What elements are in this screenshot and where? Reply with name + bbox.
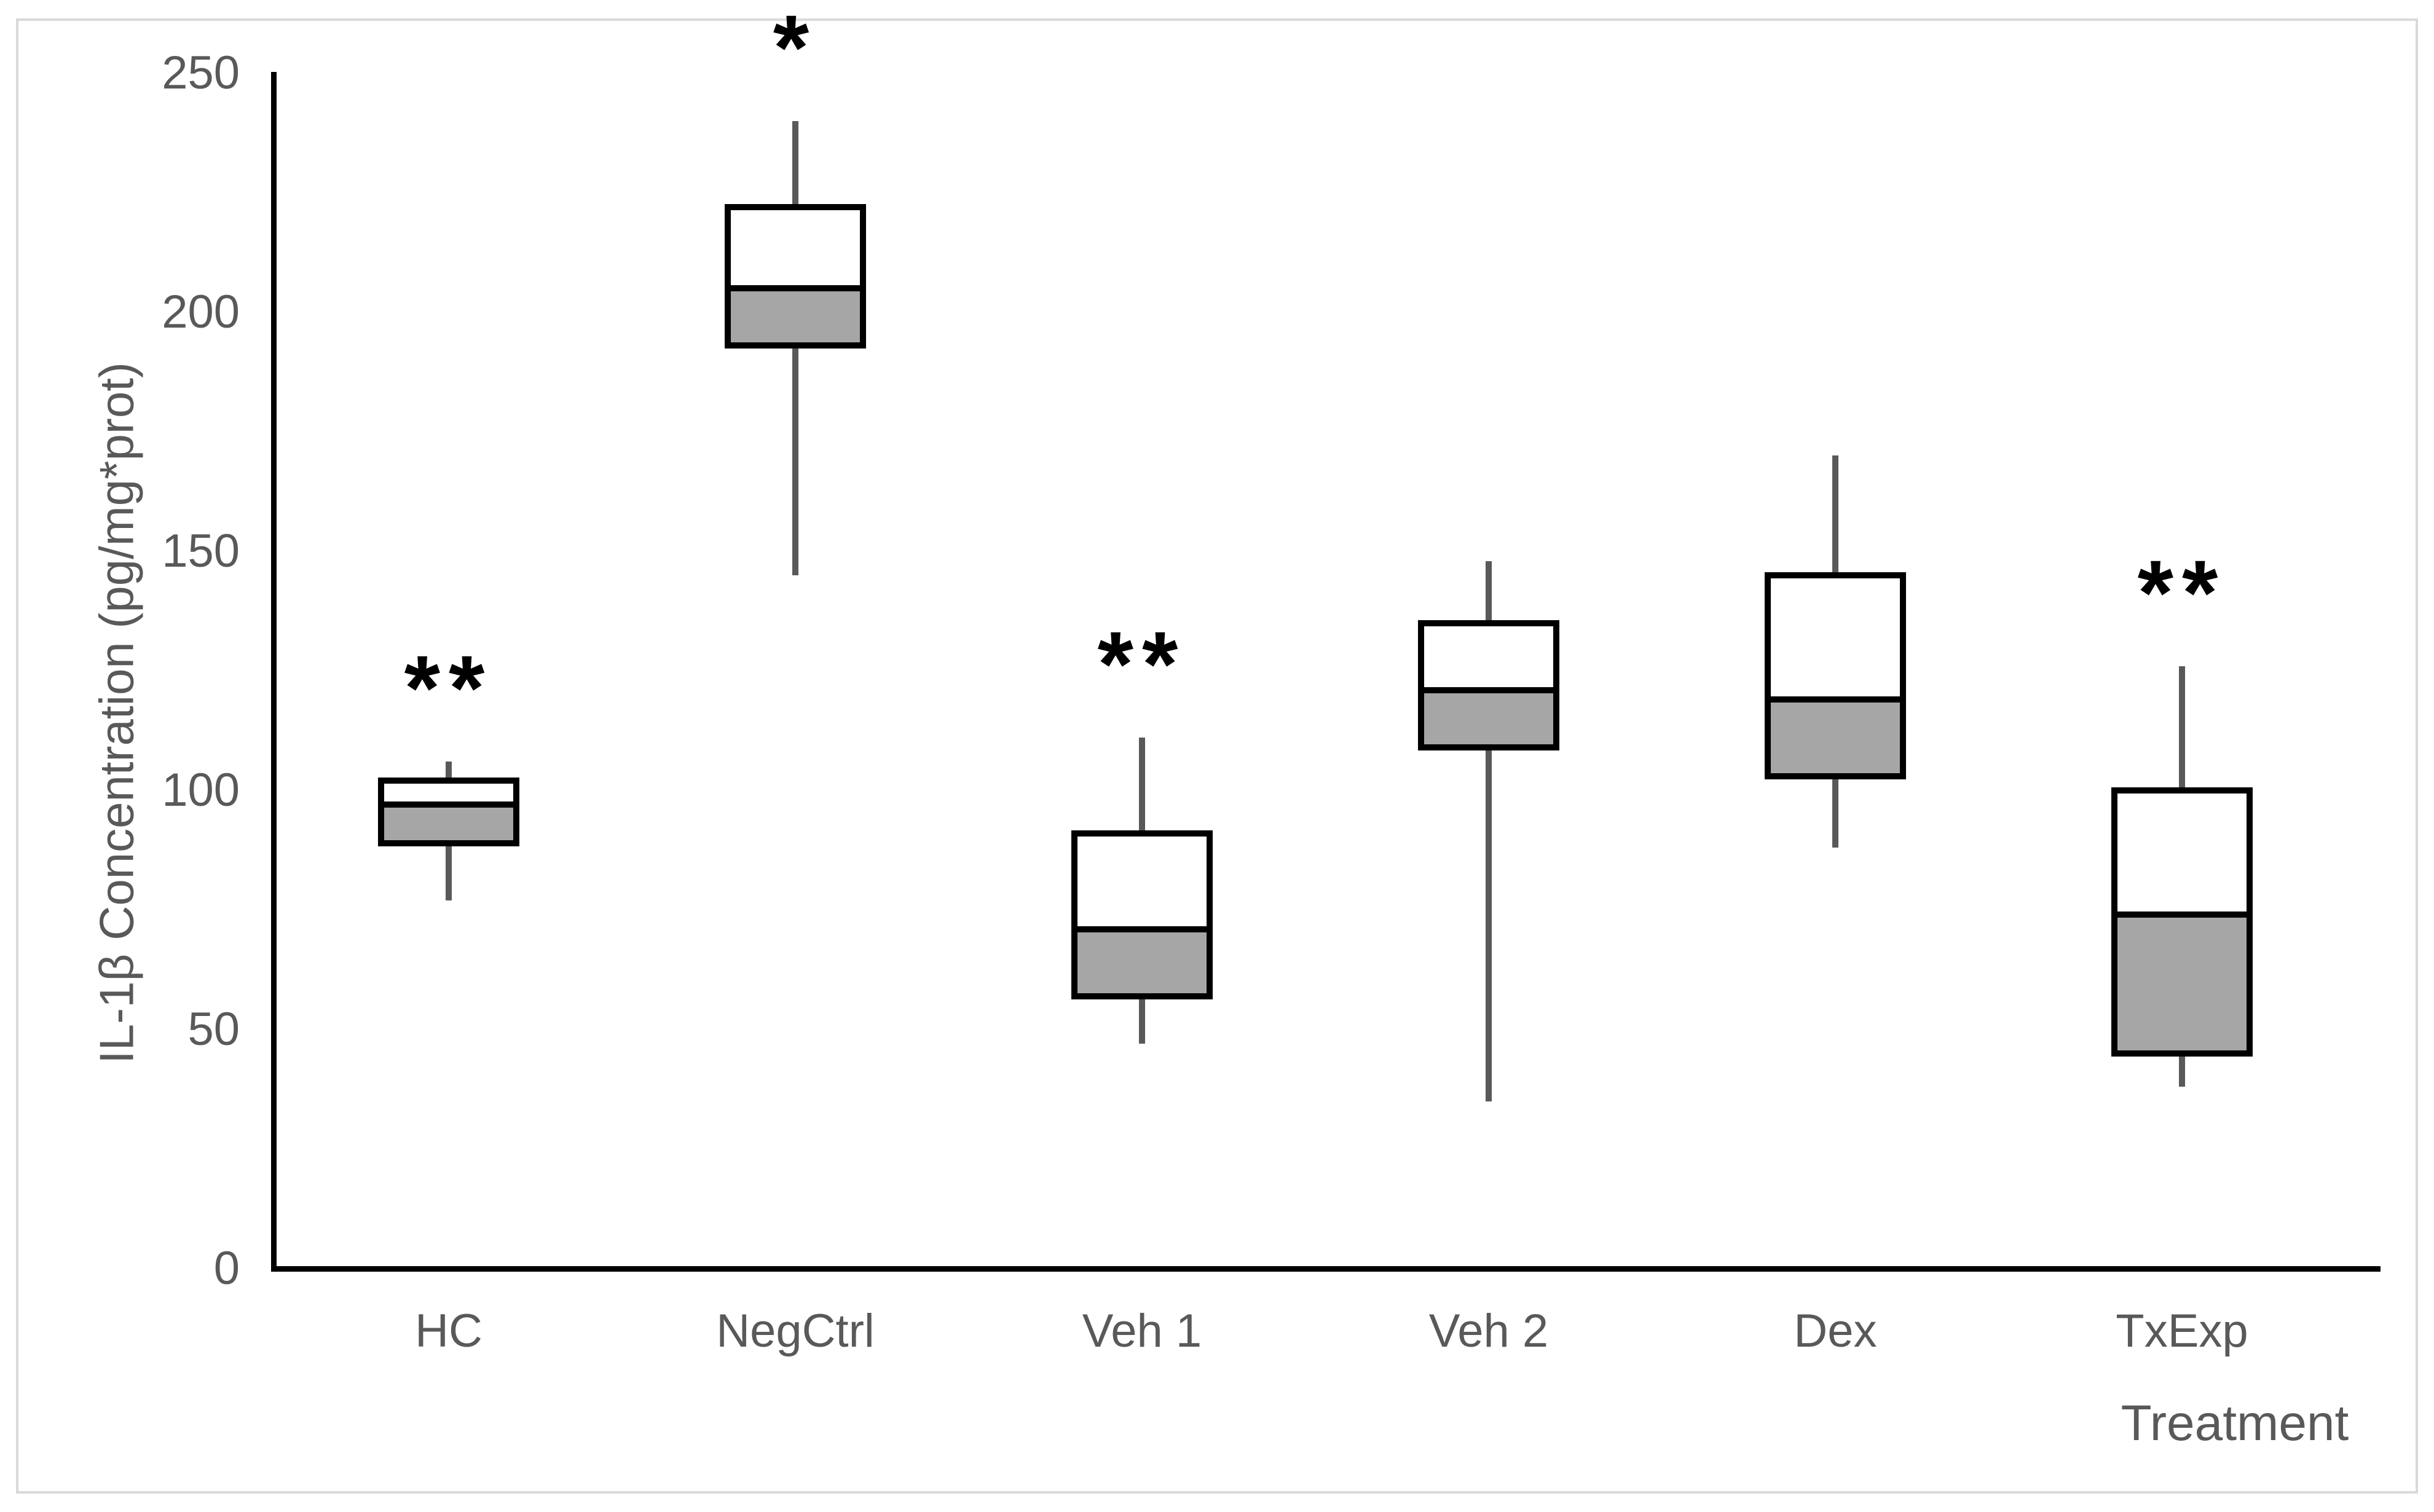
whisker-lower	[1486, 747, 1492, 1101]
whisker-upper	[2179, 666, 2185, 790]
x-category-label: NegCtrl	[716, 1305, 875, 1357]
whisker-lower	[2179, 1053, 2185, 1087]
whisker-lower	[1139, 996, 1145, 1044]
whisker-lower	[1832, 776, 1838, 848]
x-category-label: TxExp	[2116, 1305, 2248, 1357]
median-line	[2111, 912, 2253, 918]
x-category-label: Veh 1	[1082, 1305, 1202, 1357]
figure-border	[16, 18, 2418, 1494]
whisker-upper	[792, 120, 798, 207]
box-lower-fill	[731, 291, 860, 343]
x-category-label: Dex	[1794, 1305, 1877, 1357]
box-lower-fill	[384, 808, 513, 840]
significance-stars: **	[2137, 540, 2227, 644]
box-lower-fill	[1424, 693, 1553, 744]
x-category-label: Veh 2	[1428, 1305, 1549, 1357]
whisker-lower	[446, 843, 452, 900]
median-line	[378, 801, 519, 808]
median-line	[1418, 687, 1559, 693]
whisker-upper	[446, 762, 452, 781]
significance-stars: *	[773, 0, 818, 99]
median-line	[1765, 696, 1906, 703]
x-axis-title: Treatment	[2121, 1395, 2349, 1451]
x-category-label: HC	[415, 1305, 482, 1357]
whisker-upper	[1486, 561, 1492, 623]
box-lower-fill	[1077, 932, 1207, 993]
box-lower-fill	[2117, 918, 2247, 1050]
y-tick-label: 150	[162, 525, 240, 577]
x-axis-line	[271, 1266, 2381, 1272]
significance-stars: **	[404, 636, 494, 740]
box-lower-fill	[1771, 703, 1900, 773]
whisker-upper	[1832, 455, 1838, 575]
y-tick-label: 100	[162, 764, 240, 816]
y-tick-label: 200	[162, 286, 240, 338]
y-tick-label: 250	[162, 47, 240, 99]
median-line	[1071, 926, 1213, 932]
median-line	[725, 285, 866, 292]
y-tick-label: 0	[213, 1242, 240, 1294]
whisker-lower	[792, 345, 798, 575]
whisker-upper	[1139, 738, 1145, 833]
y-tick-label: 50	[187, 1003, 240, 1055]
y-axis-line	[271, 72, 277, 1272]
significance-stars: **	[1097, 612, 1187, 716]
